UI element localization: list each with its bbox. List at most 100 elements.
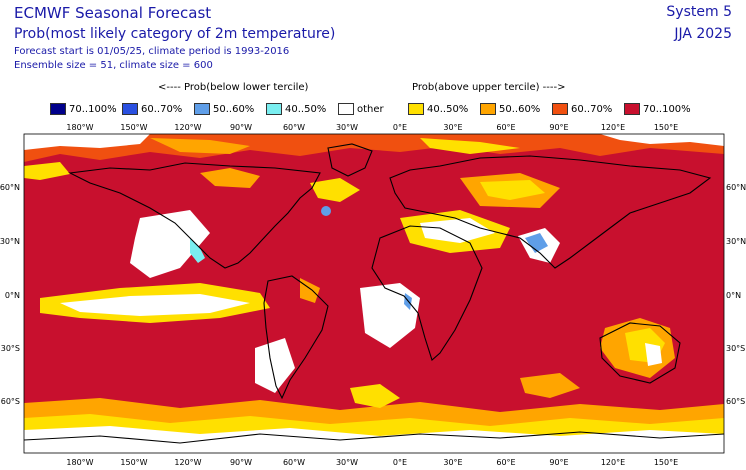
australia-coast: [599, 322, 681, 384]
lat-tick-0n-left: 0°N: [5, 291, 20, 300]
lon-tick-0e-top: 0°E: [393, 123, 407, 132]
ensemble-info: Ensemble size = 51, climate size = 600: [14, 60, 213, 71]
lon-tick-120w-top: 120°W: [174, 123, 201, 132]
legend-label: 70..100%: [69, 103, 117, 115]
lon-tick-150w-bottom: 150°W: [120, 458, 147, 467]
legend-item-above-70-100: 70..100%: [624, 102, 691, 116]
south-america-patch: [300, 278, 320, 303]
lon-tick-60e-top: 60°E: [496, 123, 515, 132]
lon-tick-120e-top: 120°E: [601, 123, 625, 132]
coastlines: [24, 143, 724, 444]
alaska-patch: [24, 162, 70, 180]
forecast-info: Forecast start is 01/05/25, climate peri…: [14, 46, 290, 57]
legend-item-below-70-100: 70..100%: [50, 102, 117, 116]
eurasia-coast: [389, 155, 712, 269]
lat-tick-60n-left: 60°N: [0, 183, 20, 192]
lon-tick-30e-top: 30°E: [443, 123, 462, 132]
lat-tick-30s-left: 30°S: [1, 344, 20, 353]
lon-tick-60w-top: 60°W: [283, 123, 305, 132]
indian-ocean-patch: [520, 373, 580, 398]
legend-swatch: [338, 103, 354, 115]
probability-map: 180°W 150°W 120°W 90°W 60°W 30°W 0°E 30°…: [0, 123, 746, 467]
legend-label: 40..50%: [427, 103, 469, 115]
lon-tick-90w-top: 90°W: [230, 123, 252, 132]
lon-tick-120w-bottom: 120°W: [174, 458, 201, 467]
lon-tick-60e-bottom: 60°E: [496, 458, 515, 467]
lon-tick-150e-top: 150°E: [654, 123, 678, 132]
above-tercile-label: Prob(above upper tercile) ---->: [412, 82, 566, 93]
lon-tick-90w-bottom: 90°W: [230, 458, 252, 467]
lat-tick-60s-right: 60°S: [726, 397, 745, 406]
lat-tick-60s-left: 60°S: [1, 397, 20, 406]
legend-swatch: [552, 103, 568, 115]
south-america-coast: [263, 275, 329, 400]
lon-tick-0e-bottom: 0°E: [393, 458, 407, 467]
lon-tick-180w-bottom: 180°W: [66, 458, 93, 467]
right-lat-ticks: 60°N 30°N 0°N 30°S 60°S: [726, 183, 746, 406]
north-atlantic-patch: [310, 178, 360, 202]
legend-item-below-50-60: 50..60%: [194, 102, 254, 116]
legend-item-above-50-60: 50..60%: [480, 102, 540, 116]
lon-tick-90e-top: 90°E: [549, 123, 568, 132]
lon-tick-60w-bottom: 60°W: [283, 458, 305, 467]
legend-label: 50..60%: [213, 103, 255, 115]
legend-item-below-60-70: 60..70%: [122, 102, 182, 116]
legend-swatch: [122, 103, 138, 115]
legend-item-above-60-70: 60..70%: [552, 102, 612, 116]
map-subtitle: Prob(most likely category of 2m temperat…: [14, 26, 336, 42]
legend-label: 60..70%: [141, 103, 183, 115]
legend-label: 40..50%: [285, 103, 327, 115]
legend-swatch: [480, 103, 496, 115]
legend-item-below-40-50: 40..50%: [266, 102, 326, 116]
lon-tick-150e-bottom: 150°E: [654, 458, 678, 467]
north-atlantic-cool-spot: [321, 206, 331, 216]
africa-coast: [371, 225, 483, 361]
east-pacific-white: [130, 210, 210, 278]
top-lon-ticks: 180°W 150°W 120°W 90°W 60°W 30°W 0°E 30°…: [66, 123, 678, 132]
season-label: JJA 2025: [674, 26, 732, 42]
lat-tick-0n-right: 0°N: [726, 291, 741, 300]
below-tercile-label: <---- Prob(below lower tercile): [158, 82, 309, 93]
lat-tick-30n-left: 30°N: [0, 237, 20, 246]
legend-swatch: [266, 103, 282, 115]
arctic-patch-1: [150, 138, 250, 154]
antarctic-white: [24, 426, 724, 453]
arctic-white-west: [24, 134, 150, 150]
north-america-coast: [68, 162, 321, 269]
lon-tick-30w-bottom: 30°W: [336, 458, 358, 467]
probability-field: [24, 134, 724, 453]
legend-label: other: [357, 103, 384, 115]
bottom-lon-ticks: 180°W 150°W 120°W 90°W 60°W 30°W 0°E 30°…: [66, 458, 678, 467]
legend-item-other: other: [338, 102, 384, 116]
map-frame: [23, 133, 725, 454]
color-legend: 70..100% 60..70% 50..60% 40..50% other 4…: [0, 102, 746, 118]
legend-label: 50..60%: [499, 103, 541, 115]
greenland-coast: [327, 143, 373, 177]
map-title: ECMWF Seasonal Forecast: [14, 4, 212, 22]
australia-white: [645, 343, 662, 366]
lon-tick-90e-bottom: 90°E: [549, 458, 568, 467]
lon-tick-150w-top: 150°W: [120, 123, 147, 132]
south-atlantic-patch: [350, 384, 400, 408]
left-lat-ticks: 60°N 30°N 0°N 30°S 60°S: [0, 183, 20, 406]
lon-tick-30w-top: 30°W: [336, 123, 358, 132]
arctic-white-east: [600, 134, 724, 146]
lat-tick-30s-right: 30°S: [726, 344, 745, 353]
lat-tick-60n-right: 60°N: [726, 183, 746, 192]
antarctica-coast: [24, 431, 724, 444]
legend-swatch: [624, 103, 640, 115]
baja-cool-patch: [190, 238, 205, 263]
legend-swatch: [50, 103, 66, 115]
sahara-white: [420, 218, 495, 243]
lon-tick-180w-top: 180°W: [66, 123, 93, 132]
pacific-tongue-white: [60, 294, 250, 316]
central-asia-yellow: [480, 180, 545, 200]
canada-patch: [200, 168, 260, 188]
legend-item-above-40-50: 40..50%: [408, 102, 468, 116]
lon-tick-120e-bottom: 120°E: [601, 458, 625, 467]
legend-swatch: [408, 103, 424, 115]
lat-tick-30n-right: 30°N: [726, 237, 746, 246]
lon-tick-30e-bottom: 30°E: [443, 458, 462, 467]
arctic-patch-2: [420, 138, 520, 154]
legend-swatch: [194, 103, 210, 115]
